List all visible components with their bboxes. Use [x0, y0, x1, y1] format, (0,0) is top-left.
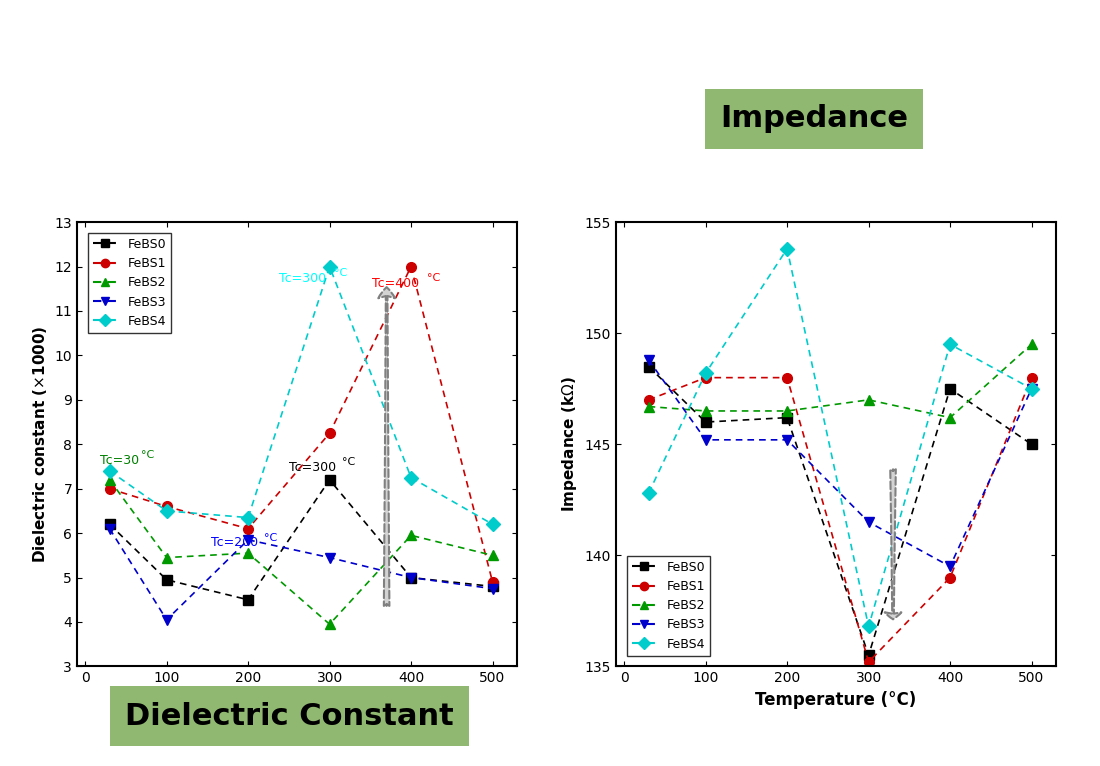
Y-axis label: Impedance (k$\Omega$): Impedance (k$\Omega$) — [560, 376, 580, 512]
Text: °C: °C — [342, 457, 355, 467]
Text: Tc=300: Tc=300 — [289, 461, 336, 474]
Text: °C: °C — [142, 450, 155, 460]
Y-axis label: Dielectric constant ($\times$1000): Dielectric constant ($\times$1000) — [31, 326, 48, 563]
Legend: FeBS0, FeBS1, FeBS2, FeBS3, FeBS4: FeBS0, FeBS1, FeBS2, FeBS3, FeBS4 — [627, 555, 711, 656]
Text: Impedance: Impedance — [720, 104, 907, 133]
Text: °C: °C — [264, 532, 277, 542]
X-axis label: Temperature ($^{O}$C): Temperature ($^{O}$C) — [214, 691, 380, 715]
Text: Tc=30: Tc=30 — [100, 454, 139, 467]
Text: °C: °C — [333, 268, 346, 278]
Text: Dielectric Constant: Dielectric Constant — [125, 702, 453, 731]
X-axis label: Temperature (°C): Temperature (°C) — [756, 691, 916, 709]
Text: Tc=200: Tc=200 — [211, 536, 258, 549]
Text: Tc=300: Tc=300 — [279, 272, 327, 285]
Text: Tc=400: Tc=400 — [372, 277, 419, 290]
Legend: FeBS0, FeBS1, FeBS2, FeBS3, FeBS4: FeBS0, FeBS1, FeBS2, FeBS3, FeBS4 — [88, 233, 172, 333]
Text: °C: °C — [428, 273, 441, 283]
